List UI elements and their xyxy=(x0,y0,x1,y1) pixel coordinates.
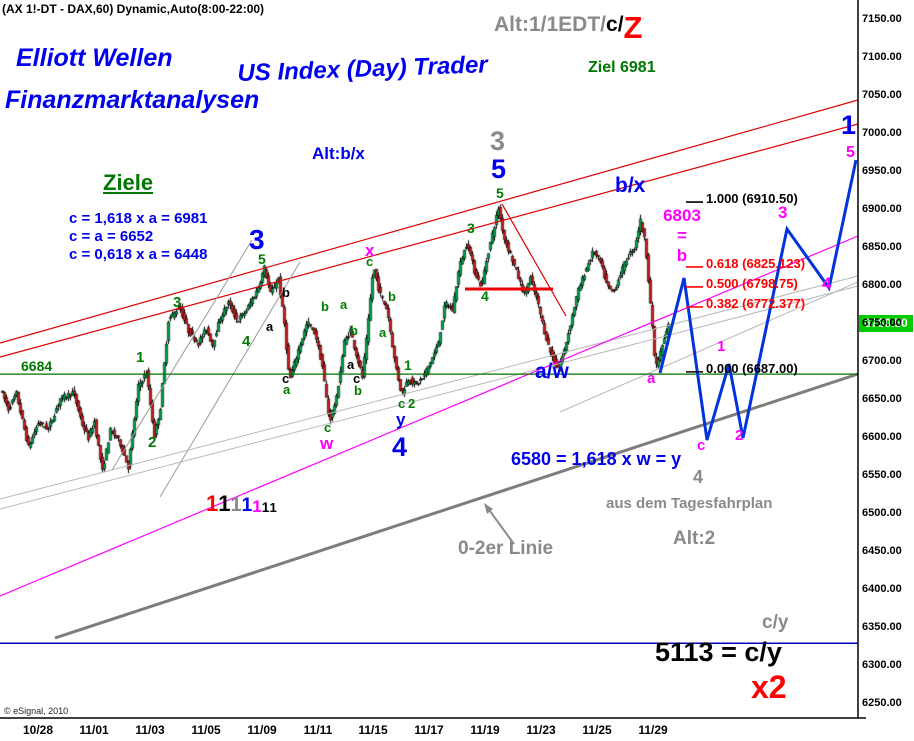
price-axis-label: 6400.00 xyxy=(862,583,902,595)
price-axis-label: 6800.00 xyxy=(862,279,902,291)
gray-steep-channel-1 xyxy=(111,239,253,471)
price-axis-label: 6750.00 xyxy=(862,317,902,329)
target-row-2: c = a = 6652 xyxy=(69,228,154,245)
price-axis-label: 7100.00 xyxy=(862,51,902,63)
target-row-1: c = 1,618 x a = 6981 xyxy=(69,210,208,227)
zero-two-arrow-head xyxy=(484,503,493,514)
aw-label: a/w xyxy=(535,360,569,383)
b-target-price: 6803 xyxy=(663,206,701,225)
red-channel-lower xyxy=(0,123,859,358)
price-axis-label: 6950.00 xyxy=(862,165,902,177)
alt2-label: Alt:2 xyxy=(673,528,716,549)
date-axis-label: 11/17 xyxy=(414,723,444,737)
alt-bx-label: Alt:b/x xyxy=(312,144,365,163)
degree-one-label: 1 xyxy=(230,493,242,516)
bx-label: b/x xyxy=(615,174,646,197)
date-axis-label: 11/23 xyxy=(526,723,556,737)
gray-steep-channel-2 xyxy=(159,261,301,498)
targets-panel-title: Ziele xyxy=(103,170,154,195)
zero-two-line-label: 0-2er Linie xyxy=(458,538,554,559)
alt-scenario-red: Z xyxy=(623,10,643,45)
b-target-equals: = xyxy=(677,226,687,245)
brand-line1: Elliott Wellen xyxy=(16,44,173,72)
date-axis-label: 11/03 xyxy=(135,723,165,737)
red-decline-line xyxy=(501,203,567,317)
price-axis-label: 7000.00 xyxy=(862,127,902,139)
price-axis-label: 6650.00 xyxy=(862,393,902,405)
alt-scenario-label: Alt:1/1EDT/c/Z xyxy=(494,10,643,46)
brand-line2: Finanzmarktanalysen xyxy=(5,86,260,114)
copyright-label: © eSignal, 2010 xyxy=(4,706,69,716)
price-axis-label: 6900.00 xyxy=(862,203,902,215)
degree-one-label: 1 xyxy=(206,491,219,516)
y-equation-label: 6580 = 1,618 x w = y xyxy=(511,449,682,469)
price-axis-label: 7050.00 xyxy=(862,89,902,101)
red-channel-upper xyxy=(0,99,859,344)
price-axis-label: 6600.00 xyxy=(862,431,902,443)
price-axis-label: 6450.00 xyxy=(862,545,902,557)
degree-one-label: 1 xyxy=(261,499,270,516)
date-axis-label: 11/09 xyxy=(247,723,277,737)
degree-one-label: 1 xyxy=(252,496,262,516)
zero-two-arrow-shaft xyxy=(486,506,515,545)
cy-small-label: c/y xyxy=(762,612,789,633)
b-target-block: 6803 = b xyxy=(658,206,706,266)
magenta-trendline xyxy=(0,235,859,597)
gray-channel-1 xyxy=(0,275,859,500)
degree-one-label: 1 xyxy=(218,491,231,516)
price-axis-label: 6350.00 xyxy=(862,621,902,633)
date-axis-label: 11/11 xyxy=(303,723,333,737)
price-axis-label: 7150.00 xyxy=(862,13,902,25)
current-price-badge: 6750.50 xyxy=(859,315,913,333)
zero-two-trendline xyxy=(54,372,859,640)
alt-scenario-gray: Alt:1/1EDT/ xyxy=(494,13,607,36)
date-axis-label: 11/25 xyxy=(582,723,612,737)
price-axis-label: 6550.00 xyxy=(862,469,902,481)
chart-title: (AX 1!-DT - DAX,60) Dynamic,Auto(8:00-22… xyxy=(2,2,265,16)
date-axis-label: 11/19 xyxy=(470,723,500,737)
gray-channel-3 xyxy=(559,281,859,413)
price-axis-label: 6500.00 xyxy=(862,507,902,519)
target-row-3: c = 0,618 x a = 6448 xyxy=(69,246,208,263)
degree-one-label: 1 xyxy=(269,500,277,516)
date-axis-label: 10/28 xyxy=(22,723,54,737)
projected-wave-path xyxy=(658,159,858,441)
level-6684-label: 6684 xyxy=(21,358,53,374)
degree-one-label: 1 xyxy=(241,494,253,516)
price-axis-label: 6250.00 xyxy=(862,697,902,709)
tagesfahrplan-label: aus dem Tagesfahrplan xyxy=(606,495,773,512)
date-axis-label: 11/15 xyxy=(358,723,388,737)
alt-scenario-black: c/ xyxy=(606,13,624,36)
price-axis-label: 6850.00 xyxy=(862,241,902,253)
gray-channel-2 xyxy=(0,285,859,510)
b-target-wave: b xyxy=(676,246,688,265)
price-axis-label: 6700.00 xyxy=(862,355,902,367)
date-axis-label: 11/05 xyxy=(191,723,221,737)
x2-label: x2 xyxy=(751,669,787,705)
target-label: Ziel 6981 xyxy=(588,59,656,76)
cy-equation-label: 5113 = c/y xyxy=(655,637,782,667)
price-axis-label: 6300.00 xyxy=(862,659,902,671)
date-axis-label: 11/01 xyxy=(79,723,109,737)
date-axis-label: 11/29 xyxy=(638,723,668,737)
gray-4-label: 4 xyxy=(693,467,704,487)
